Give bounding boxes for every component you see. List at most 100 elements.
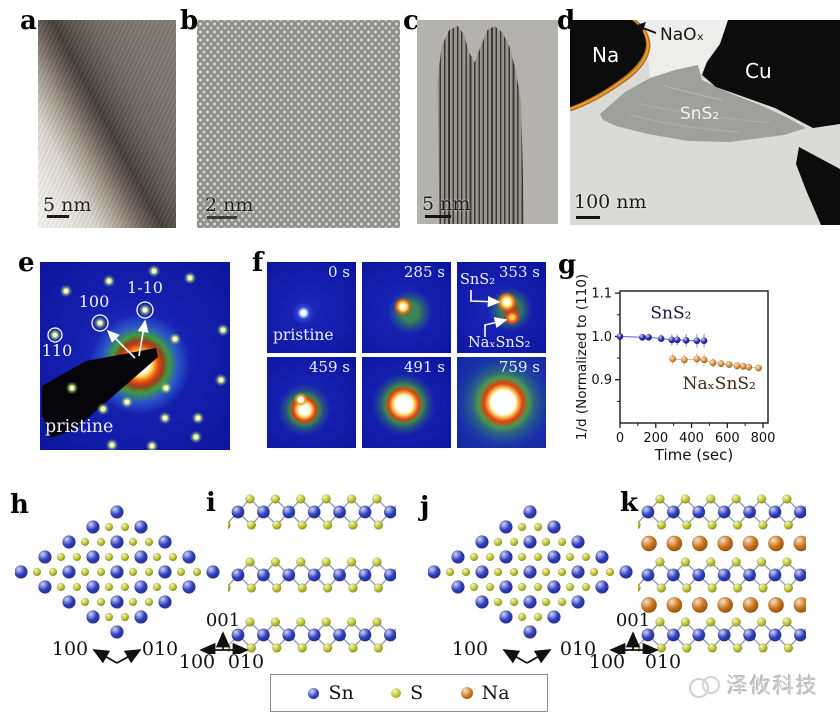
s-atom	[297, 583, 307, 593]
sn-atom	[571, 595, 585, 609]
s-atom	[373, 643, 384, 653]
legend-na-label: Na	[481, 682, 510, 704]
sn-atom	[333, 568, 347, 582]
sn-atom	[547, 610, 561, 624]
frame-time: 285 s	[403, 263, 445, 281]
frame-759s: 759 s	[457, 357, 546, 448]
frame-time: 353 s	[498, 263, 540, 281]
na-atom	[691, 597, 708, 613]
sn-atom	[182, 580, 196, 594]
s-atom	[372, 617, 382, 627]
s-atom	[756, 617, 767, 627]
s-atom	[168, 582, 178, 592]
s-atom	[245, 494, 255, 504]
watermark-text: 泽攸科技	[727, 674, 819, 698]
y-tick-label: 1.1	[591, 287, 612, 302]
sn-atom	[282, 628, 296, 642]
s-atom	[732, 583, 743, 593]
y-tick-label: 0.9	[591, 373, 612, 388]
panel-d-scalebar	[576, 216, 600, 219]
s-atom	[782, 617, 792, 627]
sn-atom	[110, 505, 124, 519]
s-atom	[682, 643, 692, 653]
data-point	[645, 333, 653, 341]
pristine-caption: pristine	[45, 417, 114, 437]
s-atom	[56, 582, 66, 592]
s-atom	[581, 582, 591, 592]
sn-atom	[383, 568, 396, 582]
na-atom	[641, 597, 657, 613]
sn-atom	[134, 520, 148, 534]
sn-atom	[256, 628, 270, 642]
frame-0s: 0 s pristine	[267, 262, 356, 353]
i-axis-001-label: 001	[205, 610, 241, 631]
s-atom	[732, 520, 743, 530]
s-atom	[565, 582, 575, 592]
sn-atom	[15, 565, 28, 579]
frame-note: pristine	[273, 326, 334, 344]
s-atom	[707, 643, 717, 653]
sn-atom	[182, 550, 196, 564]
s-atom	[72, 552, 82, 562]
s-atom	[493, 567, 503, 577]
data-point	[733, 362, 741, 370]
na-atom	[768, 535, 784, 552]
s-atom	[270, 494, 281, 504]
naox-region	[632, 20, 728, 78]
s-atom	[144, 597, 154, 607]
s-atom	[322, 643, 333, 653]
indexed-spot-ring	[47, 327, 63, 343]
s-atom	[707, 520, 717, 530]
j-axes-arrows-icon	[502, 649, 552, 664]
s-atom	[128, 597, 138, 607]
spot-label-100: 100	[78, 292, 110, 311]
sn-atom	[595, 580, 609, 594]
y-tick-label: 1.0	[591, 330, 612, 345]
sn-atom	[333, 628, 347, 642]
diffraction-overlay	[42, 264, 230, 450]
frame-491s: 491 s	[362, 357, 451, 448]
frame-naxsns2-label: NaₓSnS₂	[468, 335, 531, 351]
s-atom	[373, 583, 384, 593]
s-atom	[348, 583, 358, 593]
s-atom	[72, 582, 82, 592]
sn-atom	[768, 505, 782, 519]
s-atom	[80, 567, 90, 577]
s-atom	[557, 567, 567, 577]
s-atom	[120, 522, 130, 532]
s-atom	[680, 617, 691, 627]
naxsns2-structure-sideview	[638, 494, 806, 653]
s-atom	[56, 552, 66, 562]
panel-c-scalebar-label: 5 nm	[422, 193, 471, 215]
sn-atom	[333, 505, 347, 519]
atom-legend: Sn S Na	[270, 674, 548, 712]
s-atom	[680, 557, 691, 567]
s-atom	[346, 557, 357, 567]
sn-atom	[743, 628, 757, 642]
na-region	[570, 20, 646, 107]
data-point	[693, 355, 701, 363]
s-atom	[80, 597, 90, 607]
s-atom	[144, 567, 154, 577]
s-atom	[493, 597, 503, 607]
na-atom-icon	[460, 687, 473, 699]
s-atom	[706, 617, 716, 627]
sn-atom	[358, 628, 372, 642]
panel-f-label: f	[252, 248, 264, 278]
sn-atom	[110, 565, 124, 579]
panel-d-scalebar-label: 100 nm	[574, 191, 647, 213]
s-atom	[270, 617, 281, 627]
sn-atom	[499, 610, 513, 624]
s-atom	[297, 643, 307, 653]
s-atom	[509, 567, 519, 577]
sn-atom	[231, 505, 245, 519]
naxsns2-structure-topview	[428, 505, 633, 639]
s-atom	[756, 557, 767, 567]
s-atom	[246, 583, 257, 593]
s-atom	[706, 494, 716, 504]
s-atom	[445, 567, 455, 577]
s-atom	[707, 583, 717, 593]
s-atom	[758, 520, 768, 530]
s-atom	[246, 520, 257, 530]
